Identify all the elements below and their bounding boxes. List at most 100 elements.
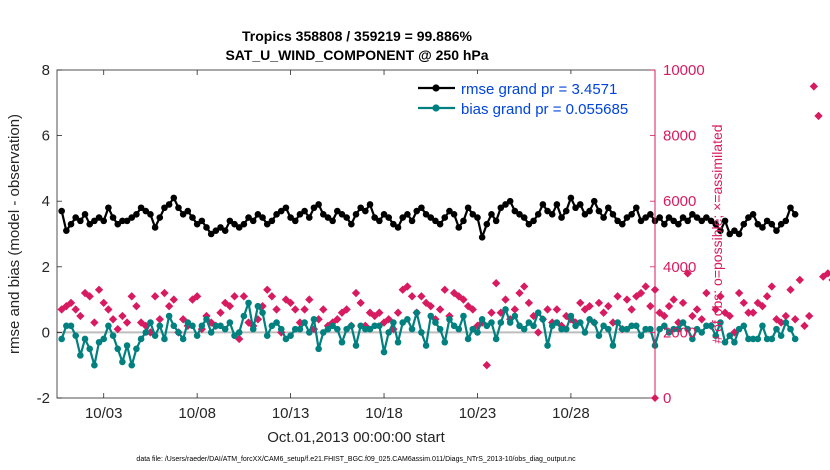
bias-series-point xyxy=(717,319,724,326)
bias-series-point xyxy=(665,329,673,336)
bias-series-point xyxy=(259,309,266,317)
rmse-series-point xyxy=(534,211,542,218)
obs-count-marker xyxy=(155,315,164,324)
obs-count-marker xyxy=(403,282,412,291)
rmse-series-point xyxy=(319,211,327,218)
bias-series-point xyxy=(745,335,752,343)
rmse-series-point xyxy=(726,230,734,238)
rmse-series-point xyxy=(759,224,766,231)
obs-count-marker xyxy=(342,305,351,314)
bias-series-point xyxy=(432,319,439,326)
bias-series-point xyxy=(315,345,322,353)
rmse-series-point xyxy=(773,227,780,235)
obs-count-marker xyxy=(454,292,463,301)
rmse-series-point xyxy=(777,220,785,228)
rmse-series-point xyxy=(633,204,640,212)
bias-series-point xyxy=(642,325,649,333)
rmse-series-point xyxy=(175,204,182,212)
y-tick-label: 0 xyxy=(42,324,50,341)
bias-series-point xyxy=(637,332,645,339)
obs-count-marker xyxy=(94,285,104,294)
bias-series-point xyxy=(287,332,294,339)
rmse-series-point xyxy=(142,207,150,215)
bias-series-point xyxy=(511,312,519,320)
rmse-series-point xyxy=(338,211,346,218)
rmse-series-point xyxy=(324,214,332,221)
obs-count-marker xyxy=(178,315,188,324)
chart-title-line1: Tropics 358808 / 359219 = 99.886% xyxy=(242,28,473,44)
obs-count-marker xyxy=(646,301,655,311)
bias-series-point xyxy=(469,325,477,333)
y-tick-label: 2 xyxy=(42,259,50,276)
bias-series-point xyxy=(408,325,416,333)
rmse-series-point xyxy=(100,217,108,225)
rmse-series-point xyxy=(436,220,444,228)
rmse-series-point xyxy=(502,201,509,208)
rmse-series-point xyxy=(590,197,598,205)
rmse-series-point xyxy=(478,233,486,241)
bias-series-point xyxy=(231,332,238,339)
bias-series-point xyxy=(464,335,472,343)
rmse-series-point xyxy=(399,214,407,221)
bias-series-point xyxy=(628,322,635,330)
bias-series-point xyxy=(782,319,790,326)
obs-count-marker xyxy=(613,292,622,301)
rmse-series-point xyxy=(315,201,322,208)
bias-series-point xyxy=(553,319,561,326)
y2-tick-label: 10000 xyxy=(663,62,705,79)
obs-count-marker xyxy=(753,298,762,308)
rmse-series-point xyxy=(179,211,187,218)
bias-series-point xyxy=(329,322,336,330)
obs-count-marker xyxy=(543,305,552,314)
obs-count-marker xyxy=(136,318,146,327)
rmse-series-point xyxy=(483,220,491,228)
obs-count-marker xyxy=(692,305,702,314)
rmse-series-point xyxy=(413,207,421,215)
bias-series-point xyxy=(147,319,154,326)
legend-rmse-marker xyxy=(432,84,440,92)
obs-count-marker xyxy=(660,311,669,321)
y-tick-label: 4 xyxy=(42,193,50,210)
rmse-series-point xyxy=(77,217,84,225)
rmse-series-point xyxy=(717,227,724,235)
y2-tick-label: 8000 xyxy=(663,128,696,145)
rmse-series-point xyxy=(782,217,790,225)
x-tick-label: 10/03 xyxy=(85,405,123,422)
rmse-series-point xyxy=(263,220,271,228)
bias-series-point xyxy=(324,325,332,333)
bias-series-point xyxy=(623,325,631,333)
bias-series-point xyxy=(684,325,692,333)
bias-series-point xyxy=(548,322,556,330)
obs-count-marker xyxy=(683,269,692,278)
obs-count-marker xyxy=(66,298,76,308)
obs-count-marker xyxy=(734,288,744,298)
bias-series-point xyxy=(58,335,65,343)
obs-count-marker xyxy=(720,308,730,317)
bias-series-point xyxy=(712,332,720,339)
obs-count-marker xyxy=(669,295,678,304)
bias-series-point xyxy=(455,325,463,333)
rmse-series-point xyxy=(95,214,103,221)
rmse-series-point xyxy=(670,217,677,225)
obs-count-marker xyxy=(688,311,697,321)
rmse-series-point xyxy=(334,207,341,215)
rmse-series-point xyxy=(310,204,318,212)
bias-series-point xyxy=(581,329,589,336)
bias-series-point xyxy=(217,322,224,330)
obs-count-marker xyxy=(449,288,459,298)
bias-series-point xyxy=(319,329,327,336)
bias-series-point xyxy=(679,319,687,326)
obs-count-marker xyxy=(122,318,132,327)
bias-series-point xyxy=(474,329,481,336)
bias-series-point xyxy=(413,309,421,317)
bias-series-point xyxy=(235,329,243,336)
bias-series-point xyxy=(404,315,411,323)
bias-series-point xyxy=(759,322,766,330)
rmse-series-point xyxy=(567,194,575,202)
rmse-series-point xyxy=(675,220,682,228)
bias-series-point xyxy=(151,332,159,339)
bias-series-point xyxy=(492,335,500,343)
bias-series-point xyxy=(670,325,677,333)
bias-series-point xyxy=(791,335,799,343)
rmse-series-point xyxy=(432,217,439,225)
